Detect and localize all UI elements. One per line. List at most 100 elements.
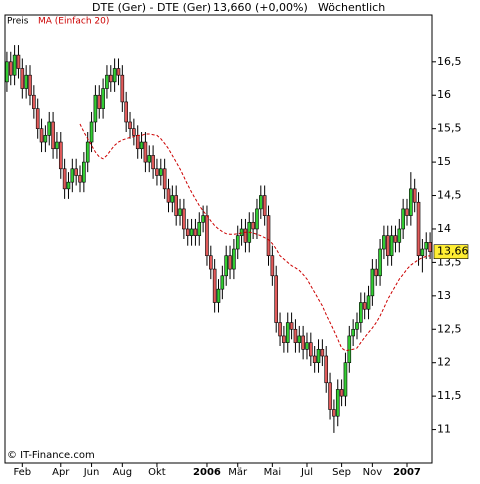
candle-body: [228, 255, 232, 270]
candle-body: [101, 88, 105, 109]
candle-body: [209, 255, 213, 270]
candle-body: [293, 328, 298, 343]
y-tick-label: 16: [437, 88, 451, 101]
candle-body: [224, 255, 228, 277]
candle-body: [416, 201, 421, 257]
candle-body: [282, 335, 286, 343]
candle-body: [82, 161, 86, 183]
candle-body: [335, 389, 340, 417]
candle-body: [147, 155, 152, 163]
candle-body: [382, 235, 386, 250]
x-tick-label: 2007: [393, 467, 421, 478]
candle-body: [201, 215, 205, 223]
price-text: 13,660 (+0,00%): [213, 1, 308, 14]
candle-body: [162, 168, 167, 190]
candle-body: [424, 242, 429, 250]
y-tick-label: 11,5: [437, 389, 462, 402]
candle-body: [235, 235, 240, 250]
candle-body: [262, 195, 267, 216]
candle-body: [266, 215, 271, 257]
candle-body: [116, 68, 121, 76]
candle-body: [366, 295, 371, 310]
x-tick-label: Mai: [264, 467, 282, 478]
candle-body: [309, 342, 313, 357]
candle-body: [112, 68, 117, 83]
x-tick-label: Aug: [113, 467, 133, 478]
candle-body: [51, 121, 55, 150]
candle-body: [189, 228, 194, 236]
candle-body: [220, 275, 225, 290]
candle-body: [409, 188, 413, 216]
candle-body: [320, 349, 325, 357]
candle-body: [85, 141, 90, 163]
candle-body: [8, 61, 13, 76]
candle-body: [239, 228, 244, 236]
candle-body: [105, 74, 109, 89]
candle-body: [393, 235, 398, 243]
candle-body: [108, 74, 113, 83]
candle-body: [120, 74, 125, 103]
candle-body: [93, 94, 98, 123]
candle-body: [151, 155, 155, 170]
candle-body: [370, 268, 375, 297]
candle-body: [270, 255, 275, 277]
candle-body: [39, 128, 44, 143]
candle-body: [128, 121, 132, 129]
candle-body: [185, 228, 190, 236]
candle-body: [343, 362, 348, 397]
candle-body: [24, 74, 28, 89]
x-tick-label: Apr: [52, 467, 70, 478]
y-tick-label: 12,5: [437, 322, 462, 335]
x-tick-label: Sep: [332, 467, 351, 478]
legend-entry: Preis: [7, 17, 29, 27]
candle-body: [305, 342, 309, 350]
candle-body: [135, 135, 140, 150]
candle-body: [405, 208, 409, 216]
candle-body: [43, 135, 48, 143]
candle-body: [301, 335, 305, 350]
candle-body: [132, 128, 136, 136]
candle-body: [193, 228, 198, 236]
candle-body: [243, 228, 248, 243]
candle-body: [5, 61, 9, 83]
candle-body: [182, 208, 186, 230]
candle-body: [324, 355, 329, 384]
x-tick-label: Jul: [300, 467, 313, 478]
candle-body: [378, 248, 382, 277]
candle-body: [155, 168, 159, 176]
chart-title: DTE (Ger) - DTE (Ger): [92, 1, 211, 14]
y-tick-label: 16,5: [437, 55, 462, 68]
candle-body: [16, 54, 21, 69]
last-price-box: [433, 244, 469, 260]
candle-body: [397, 228, 402, 243]
x-tick-label: 2006: [193, 467, 221, 478]
y-tick-label: 12: [437, 356, 451, 369]
candle-body: [74, 168, 78, 176]
candle-body: [251, 221, 255, 230]
candle-body: [255, 208, 259, 230]
candle-body: [12, 54, 17, 76]
candle-body: [312, 355, 317, 364]
candle-body: [428, 242, 432, 253]
candle-body: [55, 141, 59, 150]
candle-body: [259, 195, 263, 210]
candle-body: [212, 268, 217, 303]
candle-body: [78, 175, 82, 183]
x-tick-label: Okt: [148, 467, 166, 478]
candle-body: [216, 288, 221, 303]
candle-body: [412, 188, 417, 203]
candle-body: [359, 302, 363, 323]
candle-body: [62, 168, 67, 190]
x-tick-label: Feb: [13, 467, 31, 478]
legend-entry: MA (Einfach 20): [38, 17, 109, 27]
candle-body: [274, 275, 279, 323]
candle-body: [70, 168, 75, 183]
source: © IT-Finance.com: [7, 450, 95, 461]
x-tick-label: Nov: [363, 467, 383, 478]
y-tick-label: 14: [437, 222, 451, 235]
period: Wöchentlich: [318, 1, 385, 14]
candle-body: [347, 335, 352, 364]
candle-body: [339, 389, 344, 397]
